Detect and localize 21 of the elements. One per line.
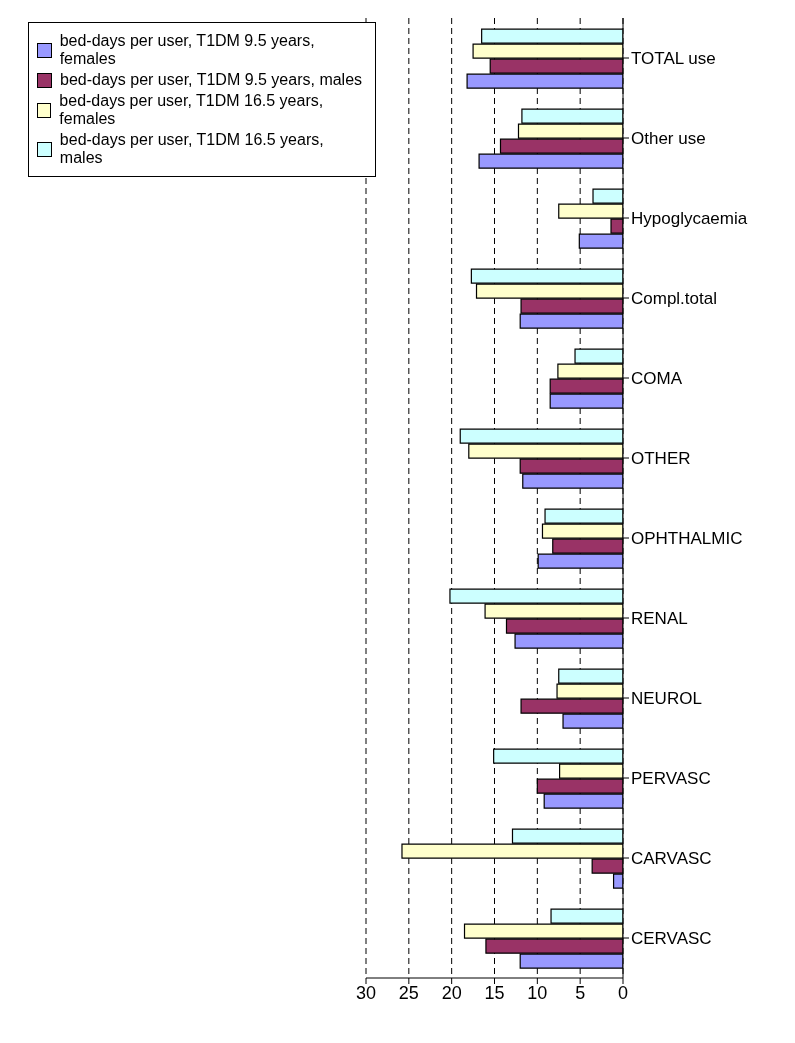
x-tick-label: 25 <box>398 982 419 1003</box>
x-tick-label: 10 <box>527 982 548 1003</box>
y-tick-label: COMA <box>631 369 683 389</box>
y-tick-label: Other use <box>631 129 706 149</box>
legend-label: bed-days per user, T1DM 16.5 years, males <box>59 131 325 167</box>
x-tick-label: 30 <box>355 982 377 1003</box>
y-tick-label: OPHTHALMIC <box>631 529 743 549</box>
x-tick-label: 0 <box>617 982 629 1003</box>
y-tick-label: Compl.total <box>631 289 717 309</box>
y-tick-label: OTHER <box>631 449 691 469</box>
y-tick-label: NEUROL <box>631 689 702 709</box>
y-tick-label: CARVASC <box>631 849 712 869</box>
legend-label: bed-days per user, T1DM 9.5 years, males <box>60 71 363 89</box>
y-tick-label: Hypoglycaemia <box>631 209 748 229</box>
x-tick-label: 20 <box>441 982 462 1003</box>
x-tick-label: 5 <box>575 982 586 1003</box>
y-tick-label: CERVASC <box>631 929 712 949</box>
y-tick-label: RENAL <box>631 609 688 629</box>
y-tick-label: PERVASC <box>631 769 711 789</box>
x-tick-label: 15 <box>484 982 505 1003</box>
y-tick-label: TOTAL use <box>631 49 716 69</box>
